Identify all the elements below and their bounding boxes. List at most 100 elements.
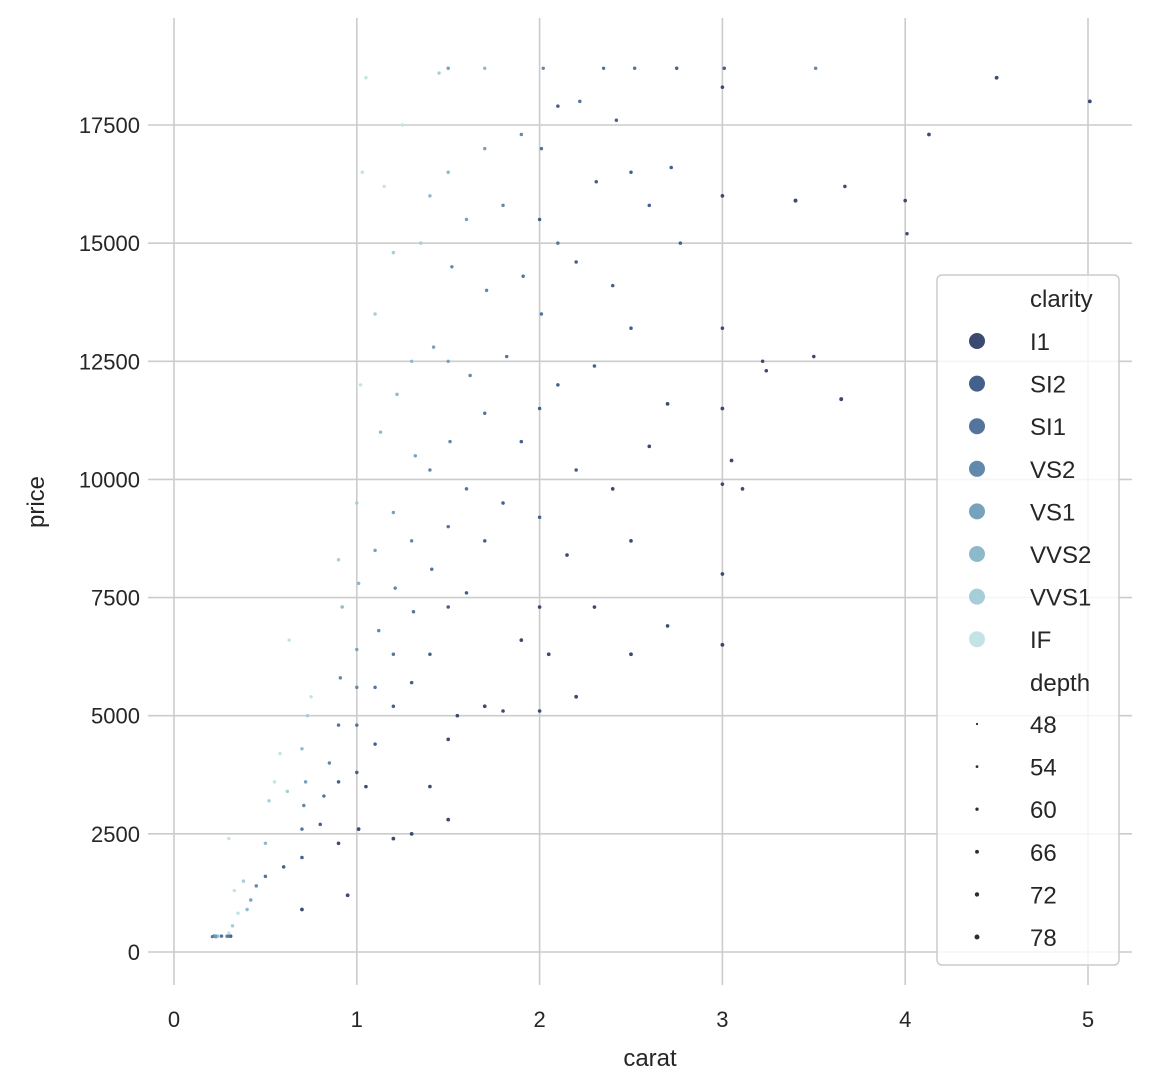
data-point [241, 879, 246, 883]
data-point [541, 66, 545, 71]
data-point [464, 591, 469, 595]
data-point [303, 780, 308, 784]
data-point [267, 799, 271, 803]
data-point [760, 359, 765, 364]
data-point [391, 510, 396, 515]
legend-frame [936, 274, 1120, 966]
legend-size-label: 66 [1030, 840, 1057, 867]
data-point [400, 123, 405, 127]
data-point [302, 803, 306, 808]
data-point [574, 468, 578, 472]
data-point [391, 836, 396, 841]
data-point [537, 709, 542, 713]
data-point [905, 231, 909, 236]
data-point [629, 652, 633, 657]
data-point [309, 695, 313, 699]
y-tick-label: 10000 [79, 467, 140, 492]
data-point [450, 265, 454, 269]
data-point [1087, 99, 1092, 104]
data-point [994, 75, 999, 80]
data-point [484, 288, 489, 293]
x-tick-label: 3 [716, 1007, 728, 1032]
data-point [669, 165, 673, 170]
data-point [482, 539, 487, 543]
data-point [409, 680, 414, 685]
data-point [629, 170, 633, 175]
x-axis-label: carat [623, 1045, 677, 1072]
data-point [360, 170, 365, 174]
legend-marker-vvs2 [969, 546, 985, 562]
data-point [430, 567, 434, 571]
data-point [345, 893, 350, 898]
data-point [632, 66, 637, 71]
legend: clarity I1 SI2 SI1 VS2 VS1 VVS2 VVS1 IF depth 4… [936, 274, 1120, 966]
data-point [537, 406, 542, 411]
x-axis-ticks: 0 1 2 3 4 5 [168, 1007, 1094, 1032]
data-point [364, 784, 368, 789]
data-point [629, 539, 633, 543]
legend-marker-vs1 [969, 503, 985, 520]
data-point [483, 411, 487, 416]
y-tick-label: 5000 [91, 704, 140, 729]
data-point [592, 364, 597, 368]
data-point [336, 558, 341, 562]
data-point [378, 430, 383, 434]
data-point [281, 865, 286, 869]
legend-size-marker [974, 934, 980, 940]
data-point [519, 439, 524, 444]
data-point [483, 66, 487, 71]
data-point [446, 605, 450, 609]
data-point [272, 780, 277, 784]
data-point [278, 751, 282, 756]
y-axis-label: price [23, 476, 50, 528]
data-point [232, 888, 237, 893]
legend-size-title: depth [1030, 670, 1090, 697]
data-point [391, 652, 396, 657]
data-point [468, 373, 472, 378]
data-point [428, 194, 432, 198]
data-point [305, 714, 310, 718]
data-point [245, 907, 249, 912]
data-point [813, 66, 818, 71]
data-points [210, 66, 1092, 939]
data-point [428, 652, 432, 657]
legend-size-label: 54 [1030, 755, 1057, 782]
data-point [446, 524, 450, 529]
data-point [358, 383, 363, 387]
data-point [230, 924, 235, 928]
data-point [448, 439, 452, 444]
data-point [504, 354, 509, 359]
data-point [793, 198, 798, 203]
data-point [614, 118, 619, 123]
data-point [539, 312, 544, 316]
data-point [610, 283, 615, 288]
data-point [464, 217, 469, 222]
legend-marker-if [969, 631, 985, 648]
data-point [263, 874, 268, 879]
legend-size-label: 78 [1030, 925, 1057, 952]
data-point [482, 704, 487, 709]
data-point [300, 827, 304, 831]
data-point [720, 85, 725, 89]
legend-label-si1: SI1 [1030, 414, 1066, 441]
data-point [519, 638, 524, 642]
y-tick-label: 15000 [79, 231, 140, 256]
data-point [355, 501, 359, 505]
data-point [336, 723, 341, 727]
data-point [501, 501, 505, 505]
data-point [537, 605, 542, 609]
data-point [720, 482, 725, 486]
data-point [411, 610, 416, 614]
data-point [521, 274, 525, 278]
data-point [674, 66, 679, 71]
legend-size-marker [975, 722, 979, 726]
y-tick-label: 0 [128, 940, 140, 965]
legend-label-vs2: VS2 [1030, 457, 1075, 484]
data-point [428, 468, 432, 472]
data-point [409, 359, 414, 363]
data-point [355, 685, 359, 690]
data-point [355, 723, 359, 727]
data-point [601, 66, 606, 71]
data-point [722, 66, 727, 71]
